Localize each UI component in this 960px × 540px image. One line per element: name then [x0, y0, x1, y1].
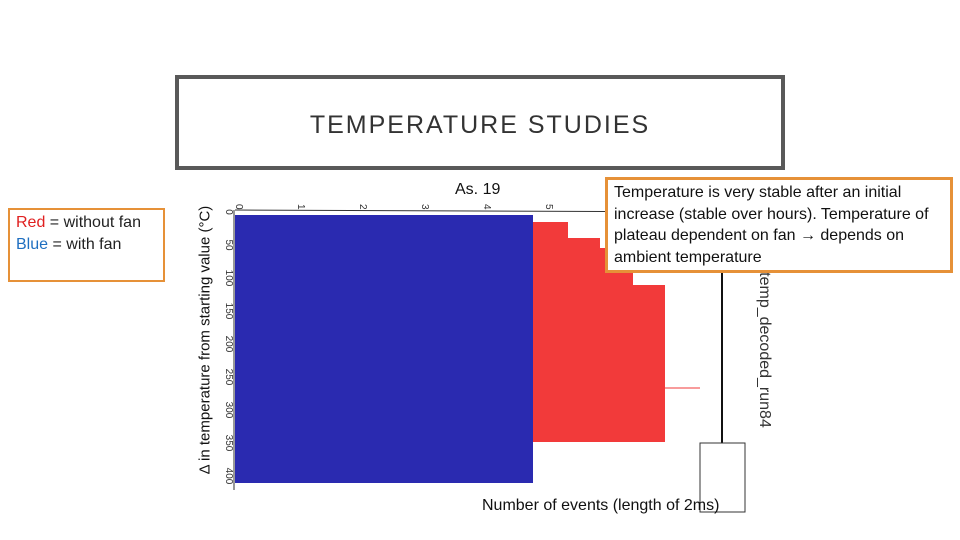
- left-tick-label: 400: [223, 468, 234, 485]
- left-tick-label: 150: [223, 303, 234, 320]
- top-tick-label: 1: [295, 204, 306, 210]
- left-tick-label: 100: [223, 270, 234, 287]
- left-tick-label: 350: [223, 435, 234, 452]
- legend-item: Blue = with fan: [16, 234, 157, 256]
- legend-text: = without fan: [45, 214, 141, 231]
- legend-item: Red = without fan: [16, 212, 157, 234]
- x-label: Number of events (length of 2ms): [482, 497, 720, 514]
- top-tick-label: 5: [543, 204, 554, 210]
- top-tick-label: 2: [357, 204, 368, 210]
- title: TEMPERATURE STUDIES: [309, 111, 651, 139]
- left-tick-label: 250: [223, 369, 234, 386]
- left-tick-label: 50: [223, 239, 234, 251]
- left-tick-label: 0: [223, 209, 234, 215]
- legend-word: Blue: [16, 236, 49, 253]
- legend-text: = with fan: [48, 236, 122, 253]
- title-box: TEMPERATURE STUDIES: [175, 75, 785, 170]
- legend-word: Red: [16, 214, 46, 231]
- y-label: Δ in temperature from starting value (°C…: [196, 205, 214, 475]
- legend-box: Red = without fan Blue = with fan: [8, 208, 165, 282]
- red-area: [533, 222, 665, 442]
- top-tick-label: 0: [233, 204, 244, 210]
- left-tick-label: 300: [223, 402, 234, 419]
- hist-title: temp_decoded_run84: [756, 272, 773, 428]
- top-tick-label: 3: [419, 204, 430, 210]
- note-box: Temperature is very stable after an init…: [605, 177, 953, 273]
- top-tick-label: 4: [481, 204, 492, 210]
- plot-label: As. 19: [455, 181, 501, 198]
- stat-box: [699, 442, 746, 513]
- left-tick-label: 200: [223, 336, 234, 353]
- blue-area: [235, 215, 533, 483]
